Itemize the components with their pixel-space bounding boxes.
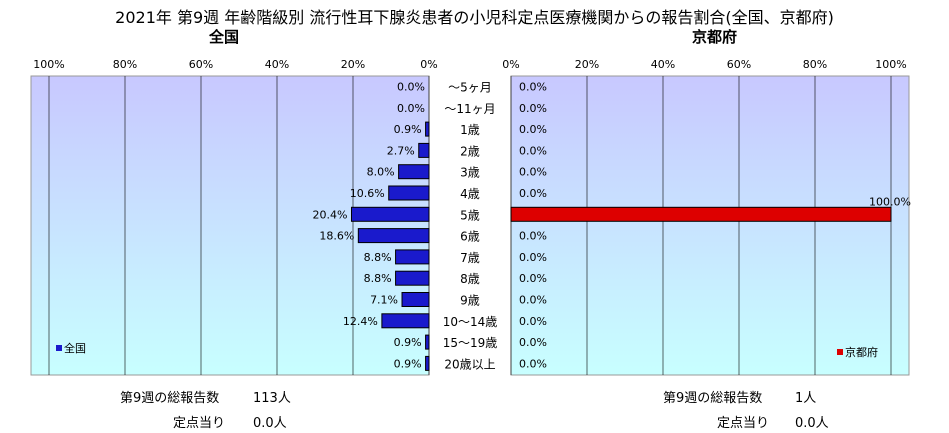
national-value-label: 12.4% <box>343 315 378 328</box>
category-label: 3歳 <box>460 166 480 180</box>
national-value-label: 0.9% <box>394 336 422 349</box>
category-label: 8歳 <box>460 272 480 286</box>
right-axis-tick: 80% <box>803 58 827 71</box>
national-value-label: 8.8% <box>364 251 392 264</box>
category-label: 2歳 <box>460 144 480 158</box>
left-axis-tick: 100% <box>33 58 64 71</box>
kyoto-value-label: 0.0% <box>519 294 547 307</box>
kyoto-value-label: 0.0% <box>519 166 547 179</box>
national-bar <box>425 355 430 371</box>
category-label: 7歳 <box>460 251 480 265</box>
right-panel-heading: 京都府 <box>692 28 738 46</box>
left-per-site-value: 0.0人 <box>253 416 287 431</box>
category-label: 1歳 <box>460 123 480 137</box>
national-bar <box>398 164 430 180</box>
kyoto-value-label: 0.0% <box>519 123 547 136</box>
category-label: ～5ヶ月 <box>448 81 492 95</box>
national-bar <box>401 292 430 307</box>
national-bar <box>425 334 430 350</box>
kyoto-value-label: 0.0% <box>519 144 547 157</box>
national-value-label: 7.1% <box>370 294 398 307</box>
legend-swatch-national <box>56 345 62 351</box>
left-axis-tick: 60% <box>189 58 213 71</box>
chart-title: 2021年 第9週 年齢階級別 流行性耳下腺炎患者の小児科定点医療機関からの報告… <box>115 8 834 27</box>
category-label: 10～14歳 <box>443 315 498 329</box>
left-total-value: 113人 <box>253 391 291 406</box>
category-label: 20歳以上 <box>444 357 495 371</box>
category-label: 15～19歳 <box>443 336 498 350</box>
kyoto-value-label: 100.0% <box>869 195 911 208</box>
national-bar <box>381 313 430 329</box>
category-label: 6歳 <box>460 230 480 244</box>
national-value-label: 0.9% <box>394 123 422 136</box>
right-per-site-label: 定点当り <box>717 416 770 431</box>
right-axis-tick: 20% <box>575 58 599 71</box>
kyoto-value-label: 0.0% <box>519 187 547 200</box>
category-label: 5歳 <box>460 208 480 222</box>
national-value-label: 0.0% <box>397 81 425 94</box>
category-label: 9歳 <box>460 294 480 308</box>
category-label: 4歳 <box>460 187 480 201</box>
left-total-label: 第9週の総報告数 <box>120 391 220 406</box>
kyoto-value-label: 0.0% <box>519 357 547 370</box>
right-total-label: 第9週の総報告数 <box>663 391 763 406</box>
right-per-site-value: 0.0人 <box>795 416 829 431</box>
right-plot-area <box>510 75 910 376</box>
right-total-value: 1人 <box>795 391 817 406</box>
legend-label-kyoto: 京都府 <box>845 345 878 359</box>
national-bar <box>357 228 430 244</box>
national-value-label: 20.4% <box>313 208 348 221</box>
right-axis-tick: 100% <box>875 58 906 71</box>
legend-label-national: 全国 <box>64 341 86 355</box>
kyoto-value-label: 0.0% <box>519 336 547 349</box>
right-axis-tick: 40% <box>651 58 675 71</box>
left-axis-tick: 40% <box>265 58 289 71</box>
national-bar <box>425 121 430 137</box>
right-axis-tick: 0% <box>502 58 519 71</box>
left-panel-heading: 全国 <box>209 28 240 46</box>
left-per-site-label: 定点当り <box>173 416 226 431</box>
national-value-label: 10.6% <box>350 187 385 200</box>
kyoto-value-label: 0.0% <box>519 251 547 264</box>
kyoto-value-label: 0.0% <box>519 81 547 94</box>
national-value-label: 0.0% <box>397 102 425 115</box>
kyoto-bar <box>510 206 892 222</box>
left-plot-area <box>30 75 430 376</box>
national-bar <box>350 206 430 222</box>
kyoto-value-label: 0.0% <box>519 102 547 115</box>
national-value-label: 18.6% <box>319 230 354 243</box>
national-value-label: 2.7% <box>387 144 415 157</box>
national-bar <box>395 249 430 265</box>
kyoto-value-label: 0.0% <box>519 230 547 243</box>
left-axis-tick: 20% <box>341 58 365 71</box>
national-value-label: 8.0% <box>367 166 395 179</box>
left-axis-tick: 80% <box>113 58 137 71</box>
national-bar <box>388 185 430 201</box>
right-axis-tick: 60% <box>727 58 751 71</box>
left-axis-tick: 0% <box>420 58 437 71</box>
legend-swatch-kyoto <box>837 349 843 355</box>
category-label: ～11ヶ月 <box>444 102 495 116</box>
kyoto-value-label: 0.0% <box>519 272 547 285</box>
national-value-label: 0.9% <box>394 357 422 370</box>
national-bar <box>418 142 430 158</box>
national-bar <box>395 270 430 286</box>
national-value-label: 8.8% <box>364 272 392 285</box>
kyoto-value-label: 0.0% <box>519 315 547 328</box>
